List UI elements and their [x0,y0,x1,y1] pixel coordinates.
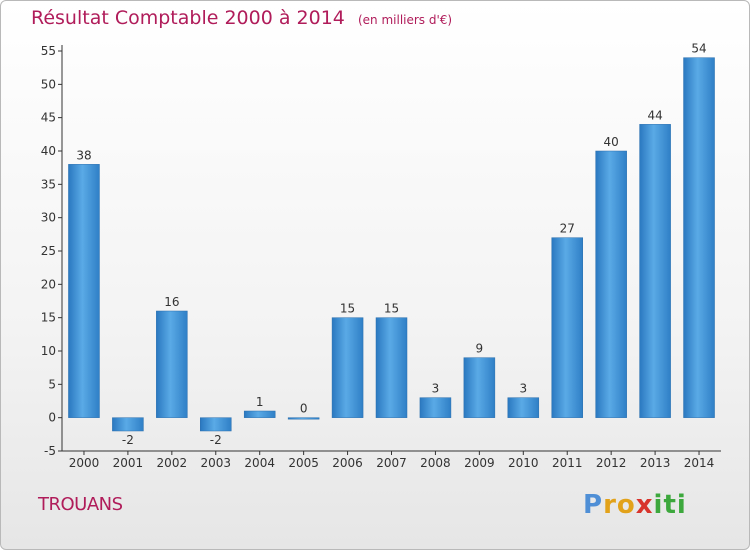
y-tick-label: 35 [41,177,56,191]
proxiti-logo: Proxiti [583,490,687,520]
x-tick-label: 2003 [200,456,231,470]
y-tick-labels: -5 0 5 10 15 20 25 30 35 40 45 50 55 [41,44,56,458]
commune-name: TROUANS [38,494,123,515]
data-label: 54 [691,42,706,56]
data-label: 3 [519,382,527,396]
y-tick-label: -5 [44,444,56,458]
data-label: -2 [122,433,134,447]
x-tick-label: 2009 [464,456,495,470]
y-tick-label: 55 [41,44,56,58]
bar [68,164,100,418]
y-tick-label: 25 [41,244,56,258]
bar [463,357,496,418]
title-row: Résultat Comptable 2000 à 2014 (en milli… [31,7,452,29]
x-tick-label: 2013 [640,456,671,470]
data-label: 40 [604,135,619,149]
y-tick-label: 50 [41,77,56,91]
x-tick-label: 2010 [508,456,539,470]
y-tick-label: 30 [41,211,56,225]
bar [639,124,671,418]
bar [243,410,276,418]
x-tick-label: 2001 [113,456,144,470]
bar [419,397,452,418]
y-tick-label: 0 [48,411,56,425]
data-label: 9 [476,342,484,356]
axes [58,45,721,455]
x-tick-labels: 2000 2001 2002 2003 2004 2005 2006 2007 2008 2009… [69,456,715,470]
x-tick-label: 2008 [420,456,451,470]
bar [375,317,408,418]
x-tick-label: 2007 [376,456,407,470]
data-labels: 38 -2 16 -2 1 0 15 15 3 9 3 27 40 44 54 [76,42,706,447]
data-label: 1 [256,395,264,409]
data-label: 27 [560,222,575,236]
bars [68,57,715,432]
x-tick-label: 2004 [244,456,275,470]
x-tick-label: 2011 [552,456,583,470]
data-label: 16 [164,295,179,309]
y-tick-label: 20 [41,277,56,291]
bar [551,237,583,418]
data-label: 0 [300,402,308,416]
chart-title: Résultat Comptable 2000 à 2014 [31,7,345,29]
bar [112,417,144,432]
y-tick-label: 45 [41,111,56,125]
y-tick-label: 10 [41,344,56,358]
bar [156,310,188,418]
logo-letter: o [616,490,636,520]
x-tick-label: 2002 [157,456,188,470]
y-tick-label: 5 [48,377,56,391]
logo-letter: P [583,490,604,520]
y-tick-label: 40 [41,144,56,158]
bar [507,397,540,418]
logo-letter: t [663,490,677,520]
data-label: 15 [384,302,399,316]
bar [331,317,364,418]
logo-letter: x [635,490,654,520]
bar [200,417,232,432]
x-tick-label: 2014 [684,456,715,470]
bar [595,150,627,418]
data-label: 15 [340,302,355,316]
data-label: -2 [210,433,222,447]
data-label: 3 [432,382,440,396]
logo-letter: r [603,490,617,520]
y-tick-label: 15 [41,311,56,325]
x-tick-label: 2005 [288,456,319,470]
x-tick-label: 2000 [69,456,100,470]
data-label: 44 [647,108,662,122]
bar [287,417,320,420]
logo-letter: i [653,490,664,520]
chart-subtitle: (en milliers d'€) [357,13,453,27]
x-tick-label: 2006 [332,456,363,470]
logo-letter: i [676,490,687,520]
x-tick-label: 2012 [596,456,627,470]
bar [683,57,715,418]
data-label: 38 [76,148,91,162]
